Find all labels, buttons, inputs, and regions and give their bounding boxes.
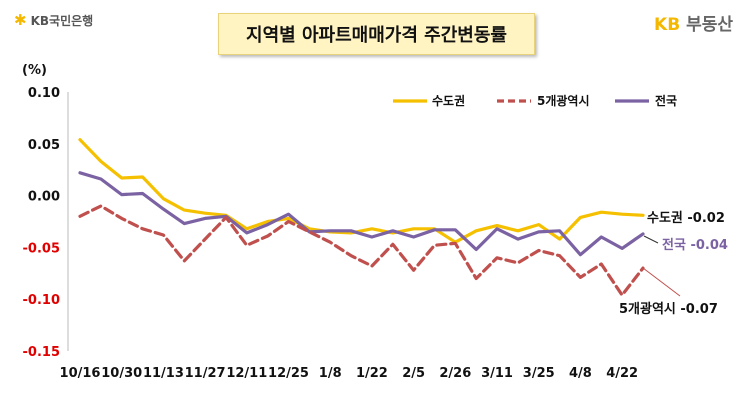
y-tick-label: 0.10 bbox=[28, 86, 60, 101]
chart-title-box: 지역별 아파트매매가격 주간변동률 bbox=[218, 13, 535, 55]
x-tick-label: 1/22 bbox=[356, 366, 388, 381]
y-tick-label: -0.15 bbox=[23, 345, 60, 360]
x-tick-label: 11/13 bbox=[143, 366, 184, 381]
series-line-national bbox=[78, 171, 645, 257]
kb-bank-logo: ✱ KB국민은행 bbox=[14, 12, 93, 29]
kb-realestate-logo: KB 부동산 bbox=[654, 10, 733, 35]
series-line-five-metro bbox=[78, 204, 645, 297]
y-tick-label: -0.10 bbox=[23, 293, 60, 308]
series-line-metro bbox=[78, 138, 645, 244]
y-axis-unit: (%) bbox=[22, 63, 47, 78]
y-tick-label: 0.00 bbox=[28, 190, 60, 205]
leader-line-five-metro bbox=[642, 267, 681, 297]
end-label-national: 전국 -0.04 bbox=[662, 237, 728, 253]
x-tick-label: 1/8 bbox=[319, 366, 342, 381]
x-tick-label: 2/26 bbox=[439, 366, 471, 381]
end-label-five-metro: 5개광역시 -0.07 bbox=[619, 301, 718, 317]
x-tick-label: 12/25 bbox=[268, 366, 309, 381]
kb-star-icon: ✱ bbox=[14, 11, 27, 29]
kb-realestate-logo-text: 부동산 bbox=[686, 15, 733, 35]
x-tick-label: 11/27 bbox=[185, 366, 226, 381]
x-tick-label: 10/16 bbox=[60, 366, 101, 381]
x-tick-label: 4/22 bbox=[606, 366, 638, 381]
x-tick-label: 3/25 bbox=[523, 366, 555, 381]
legend-label: 수도권 bbox=[432, 94, 465, 108]
x-tick-label: 4/8 bbox=[569, 366, 592, 381]
end-label-metro: 수도권 -0.02 bbox=[647, 211, 725, 226]
legend-label: 5개광역시 bbox=[537, 93, 590, 108]
legend-label: 전국 bbox=[655, 93, 677, 108]
chart-title: 지역별 아파트매매가격 주간변동률 bbox=[246, 25, 507, 46]
y-tick-label: -0.05 bbox=[23, 241, 60, 256]
x-tick-label: 12/11 bbox=[226, 366, 267, 381]
x-tick-label: 2/5 bbox=[402, 366, 425, 381]
leader-line-national bbox=[643, 235, 659, 244]
x-tick-label: 10/30 bbox=[101, 366, 142, 381]
kb-realestate-logo-kb: KB bbox=[654, 15, 681, 35]
kb-bank-logo-text: KB국민은행 bbox=[30, 14, 94, 28]
y-tick-label: 0.05 bbox=[28, 138, 60, 153]
x-tick-label: 3/11 bbox=[481, 366, 513, 381]
